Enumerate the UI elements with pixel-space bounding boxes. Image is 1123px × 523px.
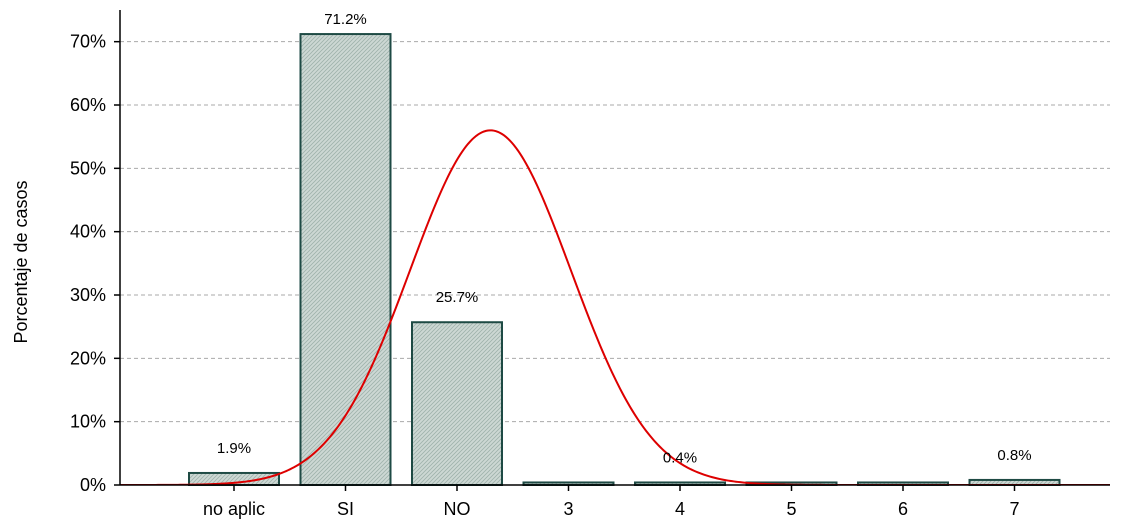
normal-curve (120, 129, 1110, 485)
data-label: 71.2% (324, 11, 367, 28)
x-tick-label: 5 (786, 499, 796, 519)
x-tick-label: 7 (1009, 499, 1019, 519)
bar-SI (299, 33, 392, 486)
y-tick-label: 60% (70, 95, 106, 115)
data-label: 25.7% (436, 289, 479, 306)
data-labels: 1.9% 71.2% 25.7% 0.4% 0.8% (217, 11, 1032, 466)
tick-labels: 0% 10% 20% 30% 40% 50% 60% 70% no aplic SI NO 3 4 5 6 7 (70, 32, 1020, 519)
data-label: 0.4% (663, 449, 697, 466)
y-tick-label: 0% (80, 475, 106, 495)
x-tick-label: SI (337, 499, 354, 519)
gridlines (120, 41, 1110, 423)
y-tick-label: 50% (70, 158, 106, 178)
x-tick-label: 3 (563, 499, 573, 519)
data-label: 1.9% (217, 440, 251, 457)
normal-curve-line (120, 129, 1110, 485)
y-tick-label: 70% (70, 32, 106, 52)
axes (114, 10, 1110, 491)
y-tick-label: 10% (70, 412, 106, 432)
x-tick-label: 6 (898, 499, 908, 519)
y-tick-label: 20% (70, 348, 106, 368)
x-tick-label: no aplic (203, 499, 265, 519)
bars (188, 33, 1061, 487)
bar-NO (411, 321, 503, 486)
data-label: 0.8% (997, 447, 1031, 464)
x-tick-label: 4 (675, 499, 685, 519)
x-tick-label: NO (444, 499, 471, 519)
y-tick-label: 30% (70, 285, 106, 305)
y-axis-title: Porcentaje de casos (11, 180, 31, 343)
y-tick-label: 40% (70, 222, 106, 242)
